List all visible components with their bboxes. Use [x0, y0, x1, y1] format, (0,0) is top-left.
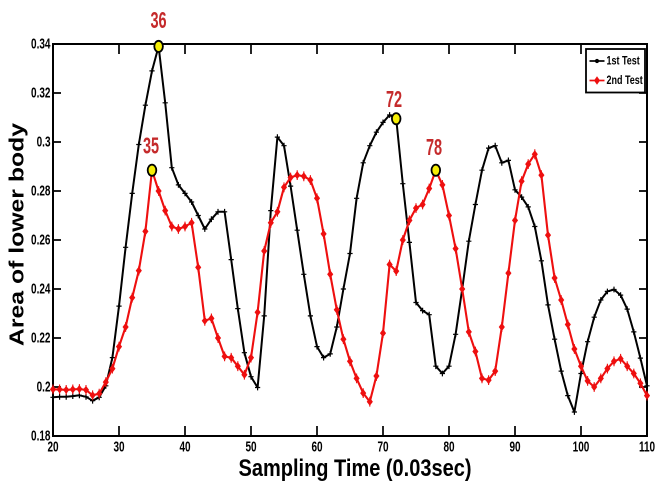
- svg-text:100: 100: [573, 437, 590, 455]
- svg-text:0.28: 0.28: [31, 183, 51, 199]
- svg-text:35: 35: [143, 133, 159, 159]
- svg-text:60: 60: [311, 437, 322, 455]
- svg-text:1st Test: 1st Test: [607, 54, 641, 68]
- svg-text:0.2: 0.2: [37, 379, 51, 395]
- svg-text:78: 78: [426, 135, 442, 161]
- svg-text:70: 70: [377, 437, 388, 455]
- svg-text:Area of lower body: Area of lower body: [6, 122, 28, 346]
- svg-text:20: 20: [47, 437, 58, 455]
- svg-text:2nd Test: 2nd Test: [607, 74, 644, 88]
- svg-text:80: 80: [443, 437, 454, 455]
- svg-text:0.24: 0.24: [31, 281, 51, 297]
- svg-text:30: 30: [113, 437, 124, 455]
- svg-text:0.3: 0.3: [37, 134, 51, 150]
- svg-text:36: 36: [150, 8, 166, 34]
- svg-text:110: 110: [639, 437, 655, 455]
- svg-text:40: 40: [179, 437, 190, 455]
- svg-text:0.34: 0.34: [31, 36, 51, 52]
- svg-text:0.22: 0.22: [31, 330, 51, 346]
- svg-text:0.32: 0.32: [31, 85, 51, 101]
- svg-text:0.26: 0.26: [31, 232, 51, 248]
- svg-text:72: 72: [386, 87, 402, 113]
- svg-text:Sampling Time (0.03sec): Sampling Time (0.03sec): [239, 454, 472, 481]
- svg-text:90: 90: [509, 437, 520, 455]
- svg-text:0.18: 0.18: [31, 428, 51, 444]
- svg-text:50: 50: [245, 437, 256, 455]
